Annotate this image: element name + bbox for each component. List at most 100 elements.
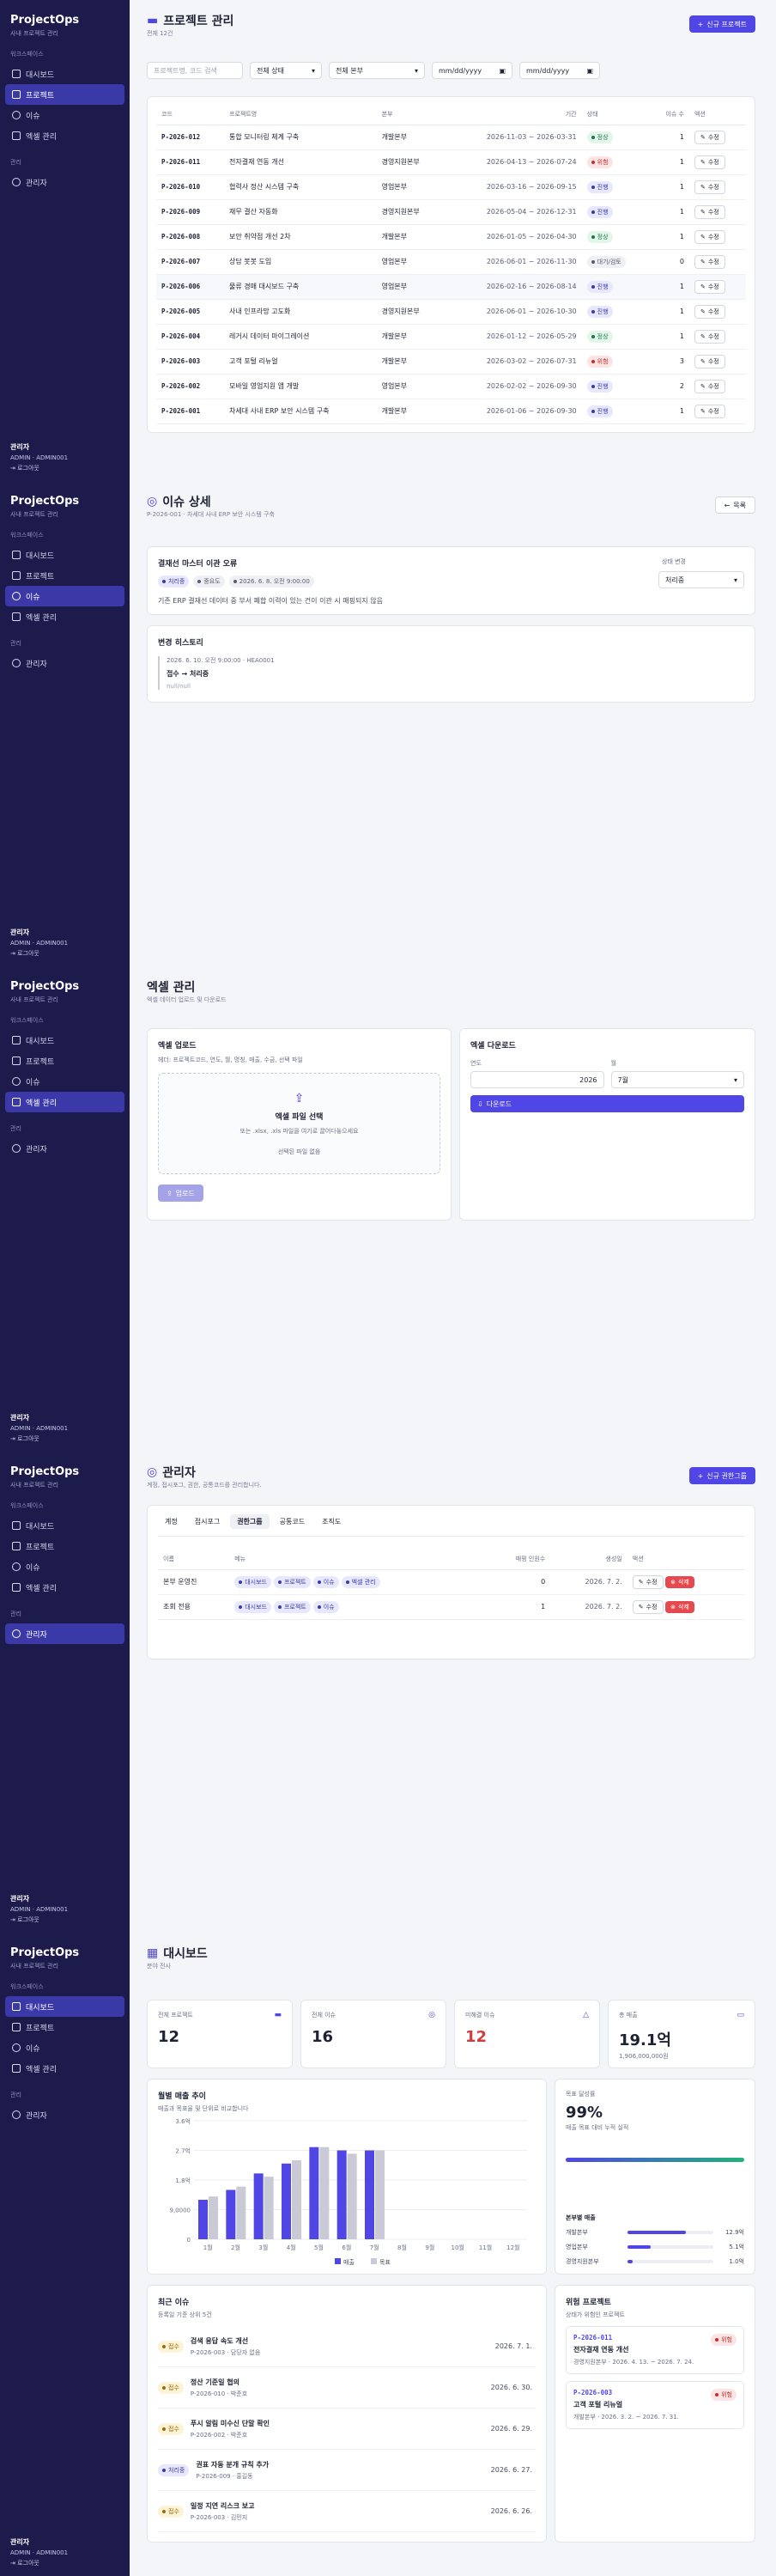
sidebar-item-projects[interactable]: 프로젝트 — [5, 565, 124, 586]
risk-project-item[interactable]: P-2026-003 고객 포털 리뉴얼 개발본부 · 2026. 3. 2. ~ … — [566, 2381, 744, 2429]
sidebar-item-dashboard[interactable]: 대시보드 — [5, 64, 124, 84]
edit-button[interactable]: ✎ 수정 — [694, 229, 725, 244]
list-item[interactable]: 처리중 권표 자동 분개 규칙 추가 P-2026-009 · 홍길동 2026. 6… — [158, 2450, 536, 2491]
sidebar-item-dashboard[interactable]: 대시보드 — [5, 1030, 124, 1050]
x-tick-label: 11월 — [479, 2244, 492, 2251]
upload-button[interactable]: ⇪ 업로드 — [158, 1184, 203, 1202]
sidebar-item-admin[interactable]: 관리자 — [5, 2104, 124, 2125]
calendar-icon: ▣ — [499, 66, 506, 75]
search-input[interactable]: 프로젝트명, 코드 검색 — [147, 62, 243, 79]
new-project-button[interactable]: + 신규 프로젝트 — [688, 15, 755, 33]
edit-button[interactable]: ✎ 수정 — [694, 329, 725, 344]
table-row[interactable]: P-2026-009 재무 결산 자동화 경영지원본부 2026-05-04 ~ 20… — [156, 199, 746, 225]
table-row[interactable]: P-2026-002 모바일 영업지원 앱 개발 영업본부 2026-02-02 ~ … — [156, 374, 746, 399]
sidebar-item-issues[interactable]: 이슈 — [5, 1556, 124, 1577]
delete-button[interactable]: ⊗ 삭제 — [665, 1575, 694, 1588]
sidebar-item-admin[interactable]: 관리자 — [5, 1623, 124, 1644]
logout-link[interactable]: ⇥ 로그아웃 — [10, 950, 39, 957]
table-row[interactable]: 본부 운영진 대시보드 프로젝트 이슈 엑셀 관리 0 2026. 7. 2. ✎ 수정 ⊗ 삭제 — [158, 1569, 744, 1595]
logout-link[interactable]: ⇥ 로그아웃 — [10, 1435, 39, 1442]
sidebar-item-projects[interactable]: 프로젝트 — [5, 2017, 124, 2037]
delete-button[interactable]: ⊗ 삭제 — [665, 1600, 694, 1613]
edit-button[interactable]: ✎ 수정 — [694, 155, 725, 169]
issue-date: 2026. 6. 29. — [490, 2425, 532, 2433]
table-row[interactable]: P-2026-005 사내 인프라망 고도화 경영지원본부 2026-06-01 ~ … — [156, 299, 746, 325]
list-item[interactable]: 접수 푸시 알림 미수신 단말 확인 P-2026-002 · 박준호 2026. 6… — [158, 2409, 536, 2450]
back-button[interactable]: ← 목록 — [714, 496, 755, 514]
history-note: null/null — [167, 683, 191, 690]
status-badge: 처리중 — [158, 575, 190, 588]
sidebar-item-issues[interactable]: 이슈 — [5, 586, 124, 606]
main-content: ▦ 대시보드 분야 전사 전체 프로젝트 12 ▬ 전체 이슈 16 ◎ 미해결 이슈 12… — [130, 1933, 776, 2576]
col-header: 코드 — [156, 104, 224, 125]
sidebar-item-dashboard[interactable]: 대시보드 — [5, 1515, 124, 1536]
sidebar-item-excel[interactable]: 엑셀 관리 — [5, 1577, 124, 1598]
list-item[interactable]: 접수 검색 응답 속도 개선 P-2026-003 · 담당자 없음 2026. 7.… — [158, 2326, 536, 2367]
sidebar-item-excel[interactable]: 엑셀 관리 — [5, 606, 124, 627]
edit-button[interactable]: ✎ 수정 — [694, 180, 725, 194]
list-item[interactable]: 접수 일정 지연 리스크 보고 P-2026-003 · 김민지 2026. 6. 2… — [158, 2491, 536, 2532]
tab-org-chart[interactable]: 조직도 — [322, 1518, 342, 1526]
edit-button[interactable]: ✎ 수정 — [694, 204, 725, 219]
edit-button[interactable]: ✎ 수정 — [694, 279, 725, 294]
table-row[interactable]: P-2026-008 보안 취약점 개선 2차 개발본부 2026-01-05 ~ 2… — [156, 224, 746, 250]
download-button[interactable]: ⇩ 다운로드 — [470, 1095, 744, 1112]
bar-target — [236, 2186, 246, 2239]
year-input[interactable]: 2026 — [470, 1071, 604, 1088]
sidebar-item-excel[interactable]: 엑셀 관리 — [5, 2058, 124, 2079]
sidebar-item-admin[interactable]: 관리자 — [5, 1138, 124, 1159]
edit-button[interactable]: ✎ 수정 — [694, 304, 725, 319]
sidebar-item-projects[interactable]: 프로젝트 — [5, 1536, 124, 1556]
project-actions: ✎ 수정 — [688, 324, 746, 350]
sidebar-item-projects[interactable]: 프로젝트 — [5, 1050, 124, 1071]
start-date-input[interactable]: mm/dd/yyyy ▣ — [432, 62, 512, 79]
edit-button[interactable]: ✎ 수정 — [632, 1574, 664, 1589]
table-row[interactable]: P-2026-011 전자결재 연동 개선 경영지원본부 2026-04-13 ~ 2… — [156, 149, 746, 175]
sidebar-item-issues[interactable]: 이슈 — [5, 2037, 124, 2058]
sidebar-item-excel[interactable]: 엑셀 관리 — [5, 1092, 124, 1112]
table-row[interactable]: P-2026-007 상담 봇봇 도입 영업본부 2026-06-01 ~ 2026-… — [156, 249, 746, 275]
shield-icon — [12, 178, 21, 186]
col-header: 프로젝트명 — [224, 104, 377, 125]
sidebar-item-excel[interactable]: 엑셀 관리 — [5, 125, 124, 146]
status-filter[interactable]: 전체 상태 ▾ — [250, 62, 322, 79]
sidebar-item-dashboard[interactable]: 대시보드 — [5, 1996, 124, 2017]
sidebar-item-issues[interactable]: 이슈 — [5, 105, 124, 125]
table-row[interactable]: P-2026-006 물류 경매 대시보드 구축 영업본부 2026-02-16 ~ … — [156, 274, 746, 300]
sidebar-item-issues[interactable]: 이슈 — [5, 1071, 124, 1092]
tab-role-groups[interactable]: 권한그룹 — [230, 1514, 270, 1529]
edit-button[interactable]: ✎ 수정 — [632, 1599, 664, 1614]
tab-common-codes[interactable]: 공통코드 — [279, 1518, 306, 1526]
month-select[interactable]: 7월 ▾ — [610, 1071, 744, 1088]
sidebar-item-projects[interactable]: 프로젝트 — [5, 84, 124, 105]
risk-project-item[interactable]: P-2026-011 전자결재 연동 개선 경영지원본부 · 2026. 4. 13… — [566, 2326, 744, 2374]
table-row[interactable]: P-2026-010 협력사 정산 시스템 구축 영업본부 2026-03-16 ~ … — [156, 174, 746, 200]
table-row[interactable]: P-2026-004 레거시 데이터 마이그레이션 개발본부 2026-01-12 ~… — [156, 324, 746, 350]
page-title: ▦ 대시보드 — [147, 1945, 208, 1962]
sidebar-item-admin[interactable]: 관리자 — [5, 653, 124, 673]
edit-button[interactable]: ✎ 수정 — [694, 404, 725, 418]
table-row[interactable]: P-2026-001 차세대 사내 ERP 보안 시스템 구축 개발본부 2026-0… — [156, 399, 746, 424]
table-row[interactable]: P-2026-003 고객 포털 리뉴얼 개발본부 2026-03-02 ~ 2026… — [156, 349, 746, 375]
edit-button[interactable]: ✎ 수정 — [694, 379, 725, 393]
tab-access[interactable]: 접시포그 — [194, 1518, 221, 1526]
tab-accounts[interactable]: 계정 — [165, 1518, 178, 1526]
logout-link[interactable]: ⇥ 로그아웃 — [10, 2560, 39, 2567]
list-item[interactable]: 접수 정산 기준일 협의 P-2026-010 · 박준호 2026. 6. 30. — [158, 2367, 536, 2409]
end-date-input[interactable]: mm/dd/yyyy ▣ — [519, 62, 600, 79]
dept-filter[interactable]: 전체 본부 ▾ — [329, 62, 425, 79]
sidebar-item-dashboard[interactable]: 대시보드 — [5, 545, 124, 565]
edit-button[interactable]: ✎ 수정 — [694, 130, 725, 144]
new-role-group-button[interactable]: + 신규 권한그룹 — [688, 1467, 755, 1484]
sidebar-item-admin[interactable]: 관리자 — [5, 172, 124, 192]
edit-button[interactable]: ✎ 수정 — [694, 254, 725, 269]
dept-rows: 개발본부 12.9억 영업본부 5.1억 경영지원본부 1.0억 — [566, 2228, 744, 2266]
file-dropzone[interactable]: ⇪ 엑셀 파일 선택 또는 .xlsx, .xls 파일을 여기로 끌어다놓으세… — [158, 1073, 440, 1174]
table-row[interactable]: 조회 전용 대시보드 프로젝트 이슈 1 2026. 7. 2. ✎ 수정 ⊗ 삭제 — [158, 1594, 744, 1620]
logout-link[interactable]: ⇥ 로그아웃 — [10, 465, 39, 472]
table-row[interactable]: P-2026-012 통합 모니터링 체계 구축 개발본부 2026-11-03 ~ … — [156, 125, 746, 150]
logout-link[interactable]: ⇥ 로그아웃 — [10, 1916, 39, 1923]
edit-button[interactable]: ✎ 수정 — [694, 354, 725, 368]
brand-name: ProjectOps — [10, 1946, 80, 1959]
status-select[interactable]: 처리중 ▾ — [658, 571, 744, 588]
